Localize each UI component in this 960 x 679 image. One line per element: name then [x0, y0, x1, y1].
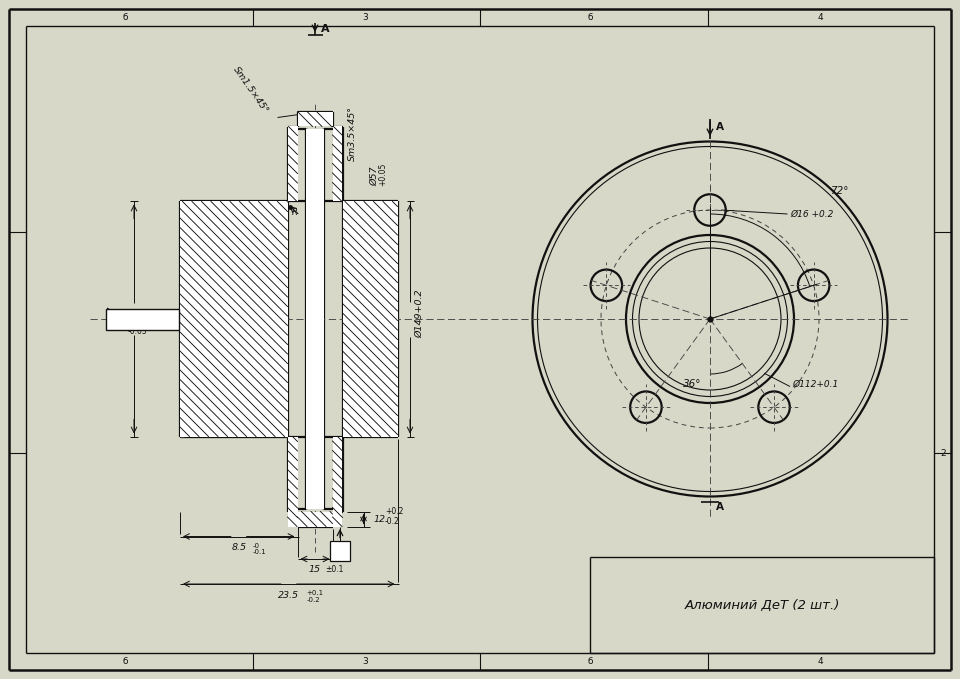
- Text: -0
-0.1: -0 -0.1: [252, 543, 267, 555]
- Bar: [343, 202, 397, 437]
- Text: 8.5: 8.5: [231, 543, 247, 552]
- Text: 47.8: 47.8: [187, 304, 197, 325]
- Text: A: A: [336, 545, 344, 555]
- Text: 2: 2: [940, 449, 946, 458]
- Text: Ø57: Ø57: [370, 167, 379, 187]
- Text: Sm3.5×45°: Sm3.5×45°: [348, 107, 356, 162]
- Bar: [287, 126, 298, 202]
- Text: 0.5×45°: 0.5×45°: [319, 252, 328, 291]
- Text: А: А: [716, 502, 724, 513]
- Text: 23.5: 23.5: [278, 591, 300, 600]
- Text: //: //: [112, 314, 119, 324]
- Bar: [330, 540, 350, 560]
- Text: 4: 4: [817, 657, 823, 666]
- Bar: [298, 111, 332, 126]
- Text: +0.05
+0: +0.05 +0: [201, 320, 223, 333]
- Text: б: б: [588, 657, 592, 666]
- Text: 15: 15: [309, 566, 321, 574]
- Text: A: A: [166, 314, 173, 324]
- Text: 36°: 36°: [683, 379, 701, 389]
- Bar: [298, 511, 332, 526]
- Text: А: А: [321, 24, 329, 34]
- Bar: [332, 126, 343, 202]
- Text: 3: 3: [362, 657, 368, 666]
- Text: Алюминий ДеТ (2 шт.): Алюминий ДеТ (2 шт.): [684, 598, 840, 612]
- Text: 4: 4: [817, 12, 823, 22]
- Bar: [332, 437, 343, 526]
- Bar: [106, 308, 179, 329]
- Text: 3: 3: [362, 12, 368, 22]
- Bar: [287, 437, 298, 526]
- Text: б: б: [122, 657, 128, 666]
- Text: +0
-0.05: +0 -0.05: [128, 317, 147, 336]
- Text: 0.08: 0.08: [132, 314, 153, 323]
- Text: +0.1
-0.2: +0.1 -0.2: [306, 590, 324, 603]
- Text: б: б: [588, 12, 592, 22]
- Text: Ø149+0.2: Ø149+0.2: [415, 290, 424, 338]
- Text: Ø112+0.1: Ø112+0.1: [793, 380, 839, 388]
- Text: 12: 12: [373, 515, 386, 524]
- Text: Ø57: Ø57: [108, 307, 117, 326]
- Text: ±0.1: ±0.1: [325, 565, 344, 574]
- Text: +0.05: +0.05: [378, 163, 388, 187]
- Bar: [306, 129, 324, 509]
- Text: R: R: [292, 208, 298, 217]
- Text: Ø16 +0.2: Ø16 +0.2: [790, 210, 833, 219]
- Text: б: б: [122, 12, 128, 22]
- Text: 72°: 72°: [830, 187, 849, 196]
- Text: Sm1.5×45°: Sm1.5×45°: [231, 65, 270, 115]
- Bar: [180, 202, 287, 437]
- Text: +0.2
-0.2: +0.2 -0.2: [385, 507, 403, 526]
- Text: А: А: [716, 122, 724, 132]
